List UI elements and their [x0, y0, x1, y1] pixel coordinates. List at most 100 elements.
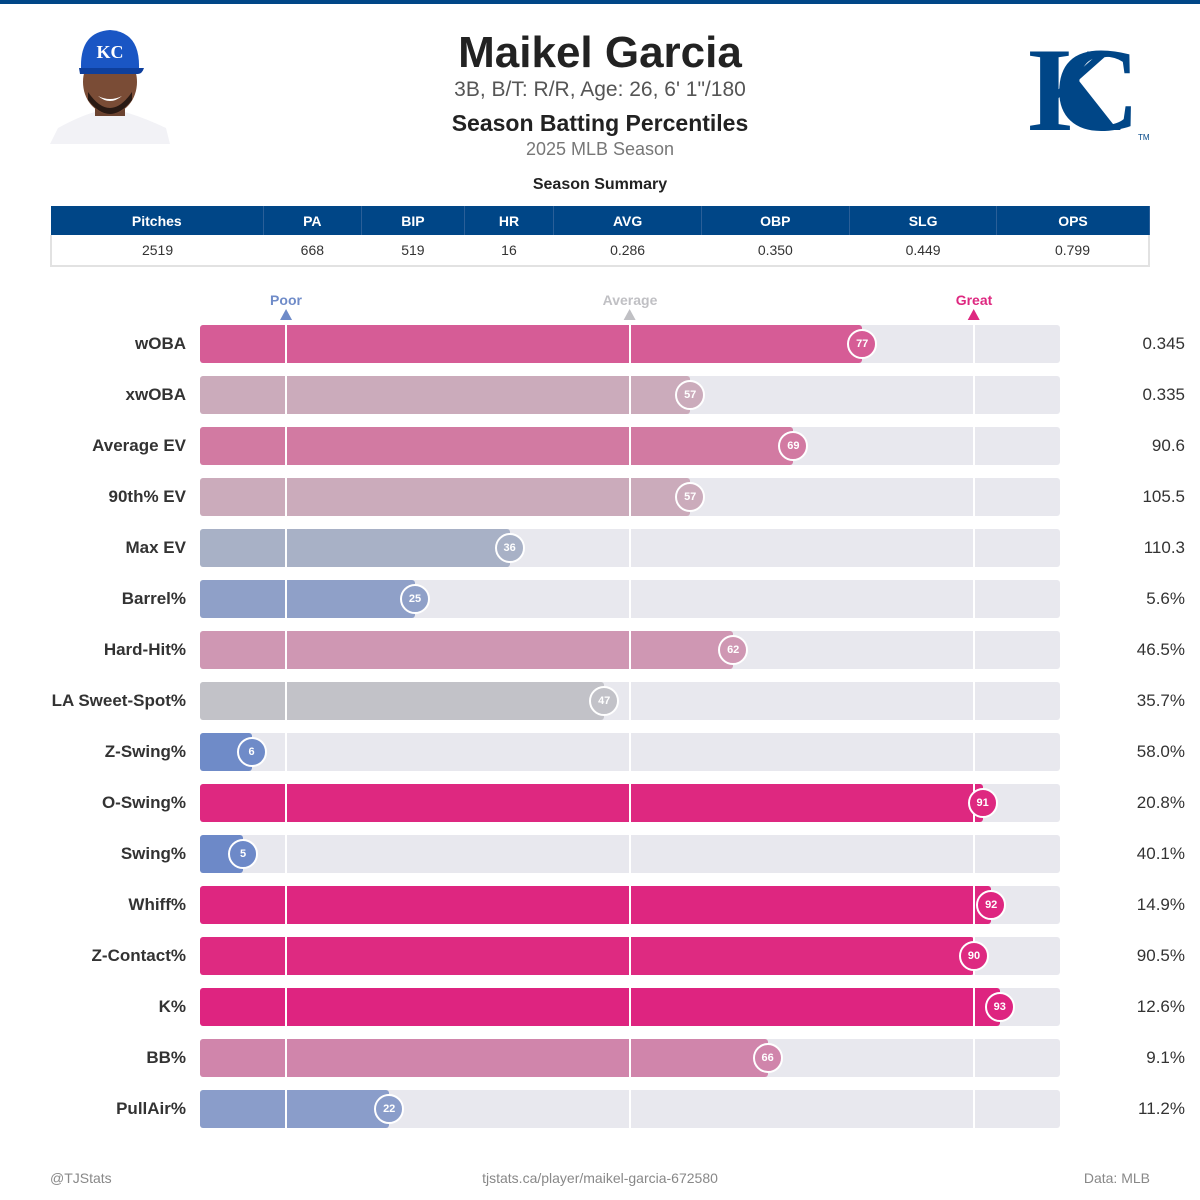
- percentile-track: 91: [200, 784, 1060, 822]
- metric-value: 90.5%: [1136, 946, 1185, 965]
- summary-header-obp: OBP: [701, 206, 850, 235]
- reference-line: [285, 325, 287, 363]
- triangle-up-icon: [279, 309, 292, 320]
- metric-label: Swing%: [120, 844, 186, 863]
- percentile-track: 22: [200, 1090, 1060, 1128]
- percentile-badge: 22: [374, 1094, 405, 1124]
- reference-line: [285, 580, 287, 618]
- metric-value: 11.2%: [1138, 1099, 1185, 1118]
- metric-label: Barrel%: [121, 589, 186, 608]
- percentile-track: 25: [200, 580, 1060, 618]
- percentile-bar: [200, 784, 983, 822]
- metric-value: 5.6%: [1146, 589, 1185, 608]
- summary-header-ops: OPS: [996, 206, 1150, 235]
- reference-line: [629, 784, 631, 822]
- footer-source: Data: MLB: [1083, 1170, 1150, 1186]
- reference-line: [973, 376, 975, 414]
- percentile-bar: [200, 631, 734, 669]
- reference-line: [285, 886, 287, 924]
- percentile-badge: 90: [959, 941, 989, 971]
- metric-label: Max EV: [125, 538, 186, 557]
- summary-header-hr: HR: [464, 206, 555, 235]
- metric-label: Z-Contact%: [91, 946, 186, 965]
- metric-label: Z-Swing%: [104, 742, 186, 761]
- metric-label: Whiff%: [128, 895, 186, 914]
- percentile-badge: 62: [718, 635, 749, 665]
- percentile-track: 36: [200, 529, 1060, 567]
- reference-line: [629, 937, 631, 975]
- metric-value: 0.345: [1142, 334, 1185, 353]
- percentile-track: 90: [200, 937, 1060, 975]
- percentile-badge: 5: [228, 839, 258, 869]
- summary-value-pitches: 2519: [49, 235, 264, 267]
- percentile-track: 47: [200, 682, 1060, 720]
- percentile-row: Max EV 36 110.3: [0, 529, 1200, 567]
- metric-label: wOBA: [135, 334, 186, 353]
- triangle-up-icon: [624, 309, 636, 320]
- percentile-track: 62: [200, 631, 1060, 669]
- marker-label: Great: [955, 292, 993, 308]
- reference-line: [629, 1090, 631, 1128]
- reference-line: [973, 682, 975, 720]
- percentile-badge: 77: [847, 329, 878, 359]
- percentile-track: 6: [200, 733, 1060, 771]
- percentile-row: Swing% 5 40.1%: [0, 835, 1200, 873]
- metric-label: BB%: [146, 1048, 186, 1067]
- reference-line: [285, 427, 287, 465]
- percentile-track: 69: [200, 427, 1060, 465]
- percentile-track: 77: [200, 325, 1060, 363]
- percentile-track: 5: [200, 835, 1060, 873]
- percentile-row: 90th% EV 57 105.5: [0, 478, 1200, 516]
- metric-label: Average EV: [92, 436, 186, 455]
- reference-line: [973, 631, 975, 669]
- percentile-bar: [200, 580, 415, 618]
- percentile-bar: [200, 427, 794, 465]
- metric-value: 110.3: [1143, 538, 1185, 557]
- percentile-badge: 57: [675, 380, 706, 410]
- percentile-bar: [200, 478, 691, 516]
- reference-line: [629, 478, 631, 516]
- summary-header-pa: PA: [263, 206, 363, 235]
- metric-value: 20.8%: [1136, 793, 1185, 812]
- percentile-bar: [200, 988, 1000, 1026]
- summary-value-ops: 0.799: [996, 235, 1151, 267]
- summary-header-bip: BIP: [361, 206, 465, 235]
- percentile-badge: 69: [778, 431, 809, 461]
- reference-line: [629, 631, 631, 669]
- percentile-badge: 66: [752, 1043, 783, 1073]
- season-label: 2025 MLB Season: [525, 139, 675, 159]
- svg-text:KC: KC: [1028, 26, 1140, 144]
- metric-label: PullAir%: [116, 1099, 186, 1118]
- reference-line: [973, 325, 975, 363]
- reference-line: [973, 529, 975, 567]
- percentile-row: Hard-Hit% 62 46.5%: [0, 631, 1200, 669]
- reference-line: [629, 733, 631, 771]
- svg-text:TM: TM: [1138, 133, 1150, 142]
- summary-value-bip: 519: [361, 235, 465, 267]
- percentile-row: O-Swing% 91 20.8%: [0, 784, 1200, 822]
- metric-value: 14.9%: [1136, 895, 1185, 914]
- percentile-bar: [200, 1090, 390, 1128]
- metric-label: LA Sweet-Spot%: [51, 691, 186, 710]
- percentile-bar: [200, 529, 510, 567]
- percentile-bar: [200, 682, 605, 720]
- metric-label: 90th% EV: [108, 487, 186, 506]
- metric-label: O-Swing%: [101, 793, 186, 812]
- reference-line: [973, 733, 975, 771]
- metric-value: 105.5: [1142, 487, 1185, 506]
- player-bio: 3B, B/T: R/R, Age: 26, 6' 1"/180: [454, 78, 746, 101]
- percentile-track: 57: [200, 478, 1060, 516]
- season-summary-table: Pitches PA BIP HR AVG OBP SLG OPS 2519 668 519 16 0…: [49, 206, 1151, 267]
- player-name: Maikel Garcia: [458, 28, 742, 77]
- summary-value-slg: 0.449: [849, 235, 997, 267]
- reference-line: [629, 427, 631, 465]
- summary-value-hr: 16: [464, 235, 554, 267]
- triangle-up-icon: [967, 309, 980, 320]
- reference-line: [285, 733, 287, 771]
- percentile-row: Barrel% 25 5.6%: [0, 580, 1200, 618]
- marker-great: Great: [955, 292, 993, 320]
- marker-label: Average: [602, 292, 658, 308]
- summary-header-avg: AVG: [553, 206, 702, 235]
- metric-value: 58.0%: [1136, 742, 1185, 761]
- reference-line: [973, 835, 975, 873]
